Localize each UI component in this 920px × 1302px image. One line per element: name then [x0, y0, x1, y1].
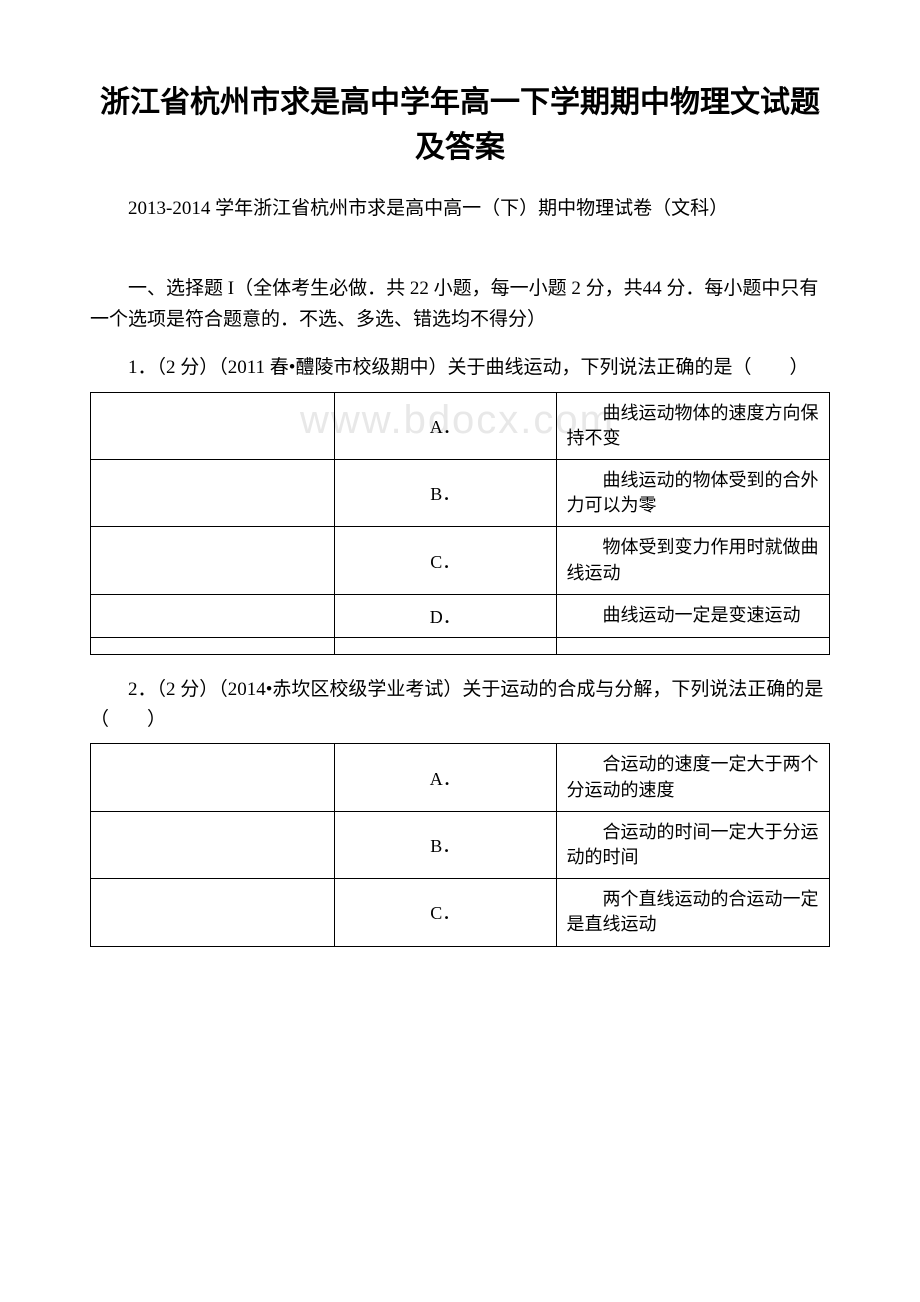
option-label: B． — [334, 459, 556, 526]
option-text: 曲线运动一定是变速运动 — [556, 594, 829, 637]
option-text: 曲线运动的物体受到的合外力可以为零 — [556, 459, 829, 526]
question-2-prompt: 2．（2 分）（2014•赤坎区校级学业考试）关于运动的合成与分解，下列说法正确… — [90, 675, 830, 736]
option-label: C． — [334, 879, 556, 946]
table-row: D． 曲线运动一定是变速运动 — [91, 594, 830, 637]
option-label: D． — [334, 594, 556, 637]
table-cell-empty — [91, 392, 335, 459]
option-label: C． — [334, 527, 556, 594]
table-row: A． 曲线运动物体的速度方向保持不变 — [91, 392, 830, 459]
table-row: C． 两个直线运动的合运动一定是直线运动 — [91, 879, 830, 946]
table-row — [91, 637, 830, 654]
table-cell-empty — [91, 594, 335, 637]
table-cell-empty — [91, 459, 335, 526]
question-1-table-wrapper: www.bdocx.com A． 曲线运动物体的速度方向保持不变 B． 曲线运动… — [90, 392, 830, 655]
table-cell-empty — [91, 811, 335, 878]
question-2-table: A． 合运动的速度一定大于两个分运动的速度 B． 合运动的时间一定大于分运动的时… — [90, 743, 830, 946]
option-label — [334, 637, 556, 654]
option-text: 合运动的速度一定大于两个分运动的速度 — [556, 744, 829, 811]
option-label: A． — [334, 744, 556, 811]
option-label: A． — [334, 392, 556, 459]
option-text: 曲线运动物体的速度方向保持不变 — [556, 392, 829, 459]
table-row: B． 合运动的时间一定大于分运动的时间 — [91, 811, 830, 878]
document-subtitle: 2013-2014 学年浙江省杭州市求是高中高一（下）期中物理试卷（文科） — [90, 194, 830, 224]
document-title: 浙江省杭州市求是高中学年高一下学期期中物理文试题及答案 — [90, 80, 830, 170]
table-cell-empty — [91, 637, 335, 654]
question-1-prompt: 1．（2 分）（2011 春•醴陵市校级期中）关于曲线运动，下列说法正确的是（ … — [90, 353, 830, 383]
table-row: B． 曲线运动的物体受到的合外力可以为零 — [91, 459, 830, 526]
table-cell-empty — [91, 879, 335, 946]
table-cell-empty — [91, 744, 335, 811]
table-row: C． 物体受到变力作用时就做曲线运动 — [91, 527, 830, 594]
option-label: B． — [334, 811, 556, 878]
table-row: A． 合运动的速度一定大于两个分运动的速度 — [91, 744, 830, 811]
option-text — [556, 637, 829, 654]
option-text: 合运动的时间一定大于分运动的时间 — [556, 811, 829, 878]
page-wrapper: 浙江省杭州市求是高中学年高一下学期期中物理文试题及答案 2013-2014 学年… — [90, 80, 830, 947]
question-1-table: A． 曲线运动物体的速度方向保持不变 B． 曲线运动的物体受到的合外力可以为零 … — [90, 392, 830, 655]
option-text: 两个直线运动的合运动一定是直线运动 — [556, 879, 829, 946]
section-header: 一、选择题 I（全体考生必做．共 22 小题，每一小题 2 分，共44 分．每小… — [90, 274, 830, 335]
option-text: 物体受到变力作用时就做曲线运动 — [556, 527, 829, 594]
table-cell-empty — [91, 527, 335, 594]
